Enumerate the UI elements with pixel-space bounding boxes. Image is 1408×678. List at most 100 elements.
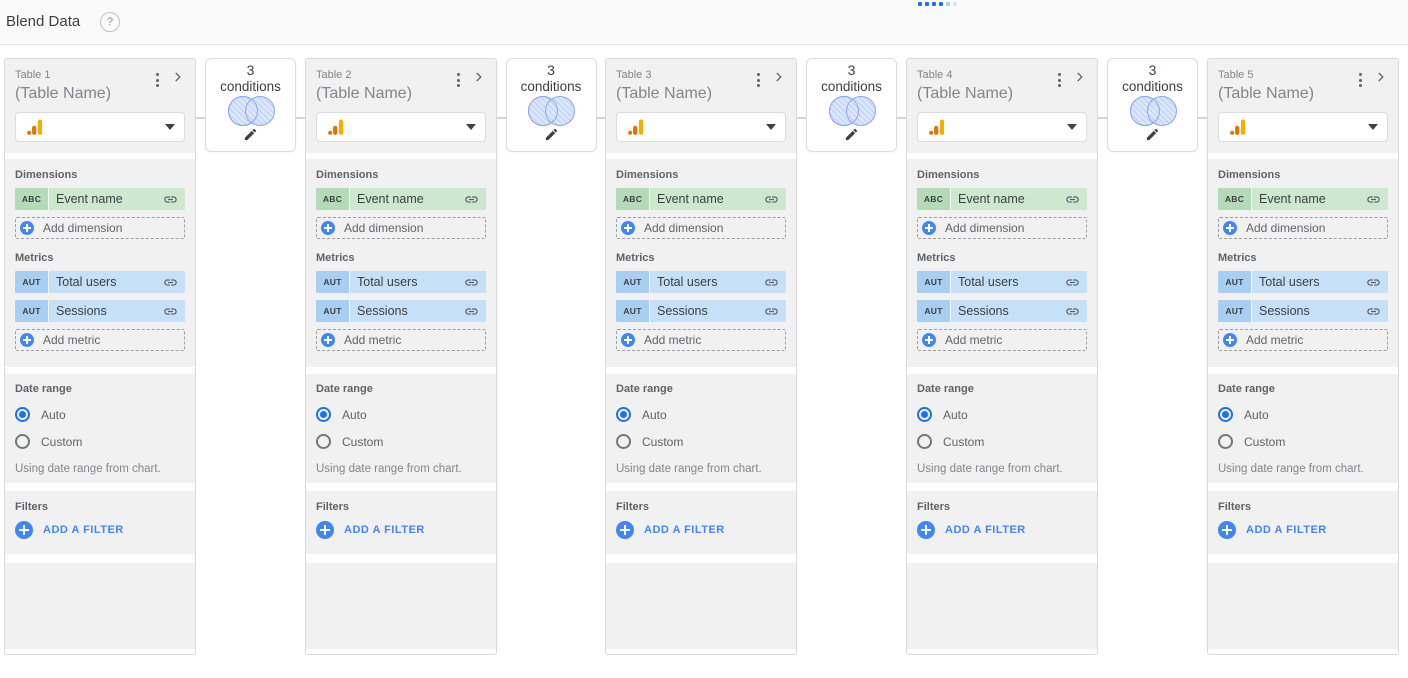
table-card: Table 4 (Table Name)	[906, 58, 1098, 655]
date-range-auto-radio[interactable]: Auto	[15, 407, 185, 422]
add-filter-button[interactable]: ADD A FILTER	[616, 521, 786, 539]
add-filter-button[interactable]: ADD A FILTER	[316, 521, 486, 539]
more-options-icon[interactable]	[1357, 70, 1364, 90]
add-filter-button[interactable]: ADD A FILTER	[917, 521, 1087, 539]
chevron-right-icon[interactable]	[1372, 69, 1388, 90]
add-filter-button[interactable]: ADD A FILTER	[1218, 521, 1388, 539]
metric-chip[interactable]: AUT Sessions	[15, 300, 185, 322]
more-options-icon[interactable]	[755, 70, 762, 90]
metric-field-name: Total users	[657, 275, 718, 289]
chevron-right-icon[interactable]	[770, 69, 786, 90]
link-icon[interactable]	[1065, 192, 1080, 207]
google-analytics-icon	[25, 117, 45, 137]
date-range-auto-radio[interactable]: Auto	[316, 407, 486, 422]
date-range-custom-radio[interactable]: Custom	[15, 434, 185, 449]
data-source-dropdown[interactable]	[316, 112, 486, 142]
date-range-auto-radio[interactable]: Auto	[616, 407, 786, 422]
link-icon[interactable]	[1366, 304, 1381, 319]
dimension-chip[interactable]: ABC Event name	[917, 188, 1087, 210]
edit-join-icon[interactable]	[1108, 127, 1197, 142]
add-dimension-button[interactable]: Add dimension	[917, 217, 1087, 239]
link-icon[interactable]	[163, 304, 178, 319]
add-metric-button[interactable]: Add metric	[316, 329, 486, 351]
metric-chip[interactable]: AUT Sessions	[616, 300, 786, 322]
table-card: Table 3 (Table Name)	[605, 58, 797, 655]
metric-chip[interactable]: AUT Total users	[616, 271, 786, 293]
metric-chip[interactable]: AUT Total users	[917, 271, 1087, 293]
metric-chip[interactable]: AUT Total users	[15, 271, 185, 293]
google-analytics-icon	[326, 117, 346, 137]
link-icon[interactable]	[464, 304, 479, 319]
join-config-card[interactable]: 3 conditions	[205, 58, 296, 152]
link-icon[interactable]	[163, 275, 178, 290]
add-metric-button[interactable]: Add metric	[15, 329, 185, 351]
link-icon[interactable]	[464, 275, 479, 290]
metric-field-name: Sessions	[657, 304, 708, 318]
link-icon[interactable]	[1065, 275, 1080, 290]
metric-chip[interactable]: AUT Total users	[316, 271, 486, 293]
link-icon[interactable]	[764, 192, 779, 207]
date-range-auto-radio[interactable]: Auto	[1218, 407, 1388, 422]
dimensions-label: Dimensions	[616, 169, 679, 181]
more-options-icon[interactable]	[455, 70, 462, 90]
link-icon[interactable]	[764, 304, 779, 319]
add-dimension-button[interactable]: Add dimension	[15, 217, 185, 239]
date-range-custom-radio[interactable]: Custom	[616, 434, 786, 449]
join-conditions-count: 3	[246, 62, 255, 78]
metric-chip[interactable]: AUT Sessions	[1218, 300, 1388, 322]
add-metric-button[interactable]: Add metric	[1218, 329, 1388, 351]
plus-icon	[20, 333, 34, 347]
join-conditions-count: 3	[847, 62, 856, 78]
dimension-chip[interactable]: ABC Event name	[15, 188, 185, 210]
join-config-card[interactable]: 3 conditions	[806, 58, 897, 152]
date-range-auto-radio[interactable]: Auto	[917, 407, 1087, 422]
edit-join-icon[interactable]	[807, 127, 896, 142]
field-type-badge: AUT	[616, 271, 650, 293]
link-icon[interactable]	[163, 192, 178, 207]
more-options-icon[interactable]	[154, 70, 161, 90]
metric-chip[interactable]: AUT Sessions	[316, 300, 486, 322]
metric-chip[interactable]: AUT Sessions	[917, 300, 1087, 322]
link-icon[interactable]	[1366, 192, 1381, 207]
date-range-custom-radio[interactable]: Custom	[1218, 434, 1388, 449]
date-range-custom-radio[interactable]: Custom	[917, 434, 1087, 449]
filters-section: Filters ADD A FILTER	[5, 491, 195, 554]
join-config-card[interactable]: 3 conditions	[1107, 58, 1198, 152]
dimension-chip[interactable]: ABC Event name	[316, 188, 486, 210]
metric-field-name: Total users	[357, 275, 418, 289]
table-name-subtitle: (Table Name)	[616, 85, 713, 102]
date-range-custom-radio[interactable]: Custom	[316, 434, 486, 449]
edit-join-icon[interactable]	[206, 127, 295, 142]
data-source-dropdown[interactable]	[917, 112, 1087, 142]
link-icon[interactable]	[1366, 275, 1381, 290]
data-source-dropdown[interactable]	[616, 112, 786, 142]
help-icon[interactable]: ?	[100, 12, 120, 32]
table-header-section: Table 5 (Table Name)	[1208, 59, 1398, 153]
date-range-label: Date range	[15, 383, 72, 395]
link-icon[interactable]	[464, 192, 479, 207]
link-icon[interactable]	[1065, 304, 1080, 319]
join-config-card[interactable]: 3 conditions	[505, 58, 597, 152]
add-dimension-button[interactable]: Add dimension	[1218, 217, 1388, 239]
add-dimension-button[interactable]: Add dimension	[616, 217, 786, 239]
data-source-dropdown[interactable]	[15, 112, 185, 142]
add-dimension-button[interactable]: Add dimension	[316, 217, 486, 239]
chevron-right-icon[interactable]	[470, 69, 486, 90]
page-title: Blend Data	[6, 13, 81, 30]
link-icon[interactable]	[764, 275, 779, 290]
chevron-right-icon[interactable]	[1071, 69, 1087, 90]
metric-chip[interactable]: AUT Total users	[1218, 271, 1388, 293]
data-source-dropdown[interactable]	[1218, 112, 1388, 142]
add-metric-button[interactable]: Add metric	[917, 329, 1087, 351]
dimension-chip[interactable]: ABC Event name	[1218, 188, 1388, 210]
dimension-chip[interactable]: ABC Event name	[616, 188, 786, 210]
table-title: Table 3	[616, 69, 652, 81]
venn-diagram-icon	[828, 96, 876, 126]
chevron-right-icon[interactable]	[169, 69, 185, 90]
add-filter-button[interactable]: ADD A FILTER	[15, 521, 185, 539]
metric-field-name: Sessions	[357, 304, 408, 318]
field-type-badge: ABC	[1218, 188, 1252, 210]
more-options-icon[interactable]	[1056, 70, 1063, 90]
edit-join-icon[interactable]	[507, 127, 596, 142]
add-metric-button[interactable]: Add metric	[616, 329, 786, 351]
